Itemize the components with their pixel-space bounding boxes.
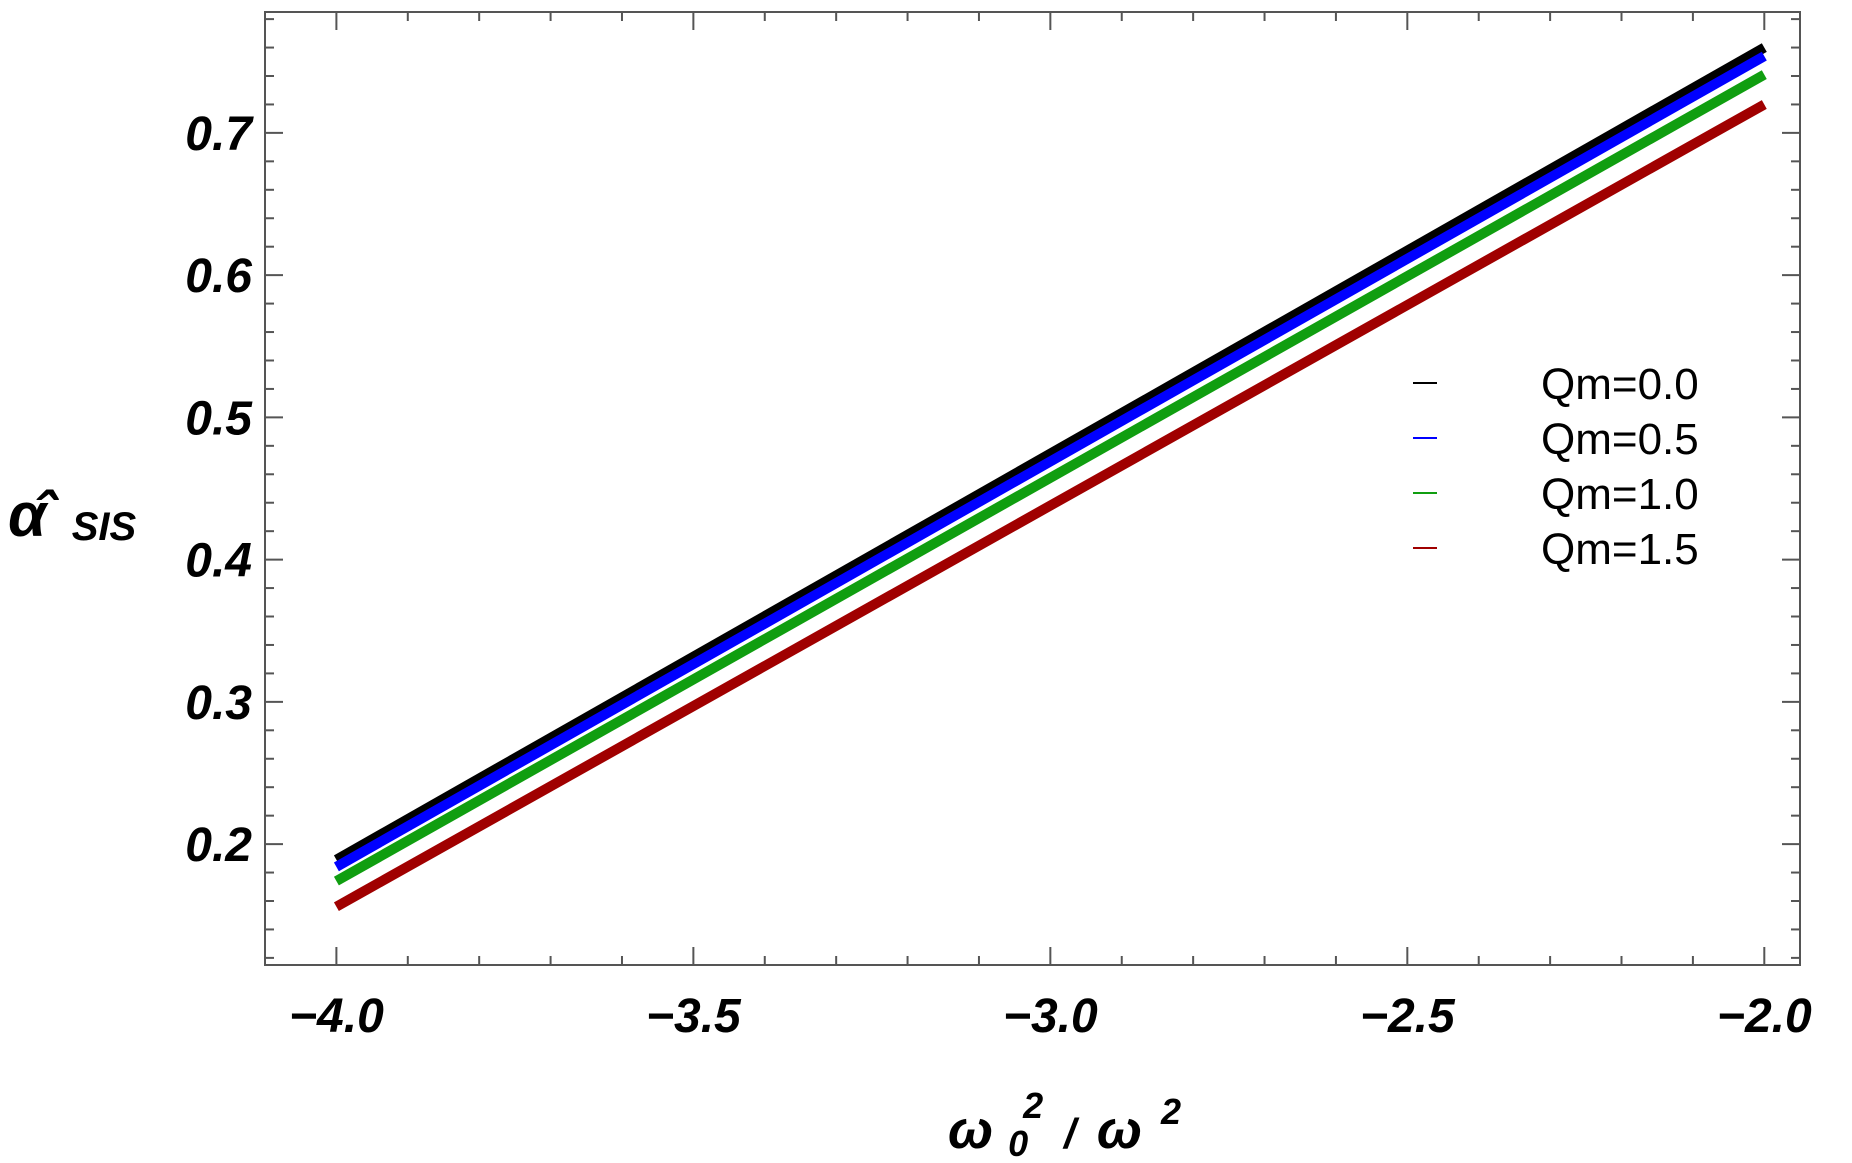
tick-labels-layer: −4.0 −3.5 −3.0 −2.5 −2.0 0.2 0.3 0.4 0.5 0.6 0.7 [185,108,1812,1043]
y-tick-label: 0.3 [185,677,252,730]
y-tick-label: 0.5 [185,392,253,445]
x-axis-label-sup2: 2 [1160,1091,1181,1132]
y-tick-label: 0.7 [185,108,254,161]
x-tick-label: −2.0 [1717,990,1812,1043]
legend-entry-label: Qm=1.5 [1541,525,1699,574]
series-line [333,70,1767,886]
y-tick-label: 0.4 [185,535,252,588]
y-axis-label: α̂ SIS [8,481,136,550]
y-tick-label: 0.6 [185,250,252,303]
y-axis-label-base: α̂ [8,481,59,550]
x-tick-label: −3.5 [646,990,742,1043]
y-axis-label-sub: SIS [72,505,137,549]
legend: Qm=0.0 Qm=0.5 Qm=1.0 Qm=1.5 [1413,360,1699,574]
x-axis-label-base: ω [948,1100,993,1160]
ticks-layer [265,12,1800,965]
y-tick-label: 0.2 [185,819,252,872]
legend-entry-label: Qm=0.5 [1541,415,1699,464]
x-axis-label: ω 0 2 / ω 2 [948,1070,1181,1163]
x-tick-label: −3.0 [1003,990,1098,1043]
legend-entry-label: Qm=1.0 [1541,470,1699,519]
x-axis-label-sup: 2 [1022,1085,1043,1126]
x-axis-label-sep: / [1062,1110,1080,1157]
legend-entry-label: Qm=0.0 [1541,360,1699,409]
plot-frame [264,11,1801,966]
x-axis-label-sub: 0 [1008,1123,1028,1163]
x-tick-label: −2.5 [1360,990,1456,1043]
x-axis-label-base2: ω [1097,1100,1142,1160]
x-tick-label: −4.0 [289,990,384,1043]
series-layer [333,43,1767,912]
series-line [333,43,1767,865]
series-line [333,100,1767,912]
series-line [333,51,1767,872]
